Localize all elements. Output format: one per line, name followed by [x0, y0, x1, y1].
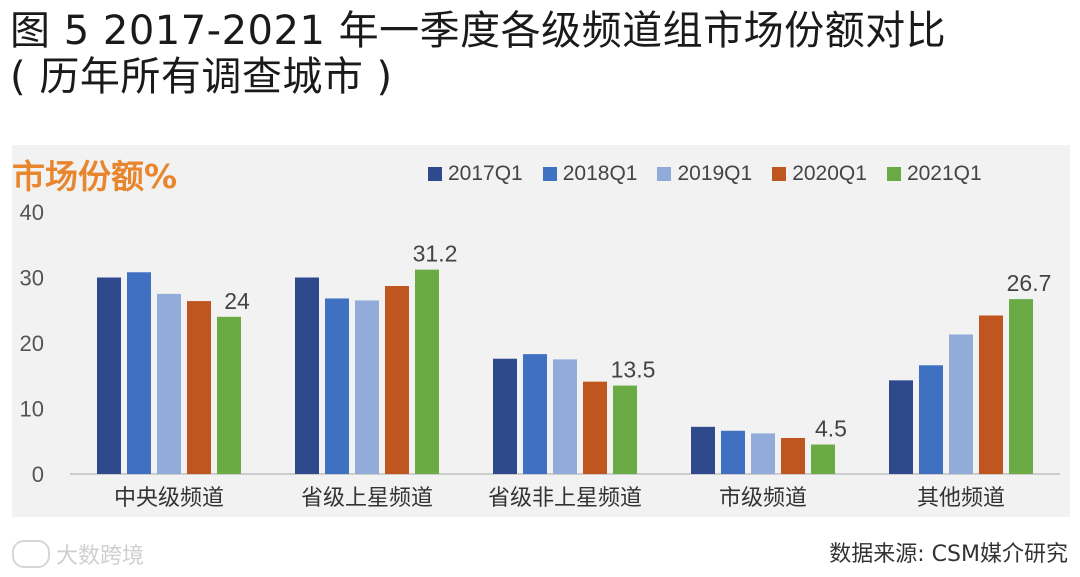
y-tick-label: 30: [20, 266, 44, 291]
y-axis-label: 市场份额%: [12, 157, 178, 196]
bar: [553, 359, 577, 474]
legend-swatch: [428, 167, 442, 181]
x-tick-label: 省级非上星频道: [488, 486, 642, 511]
legend: 2017Q1 2018Q1 2019Q1 2020Q1 2021Q1: [428, 159, 982, 189]
bar: [721, 430, 745, 474]
x-tick-label: 其他频道: [917, 486, 1005, 511]
bar: [325, 298, 349, 474]
legend-swatch: [772, 167, 787, 181]
legend-label: 2018Q1: [562, 162, 638, 185]
bar: [583, 381, 607, 474]
x-tick-label: 中央级频道: [114, 486, 224, 511]
bar: [415, 269, 439, 474]
y-tick-label: 20: [20, 331, 44, 356]
data-label: 31.2: [413, 241, 458, 267]
data-label: 4.5: [815, 416, 847, 442]
y-tick-label: 40: [20, 200, 44, 225]
y-tick-label: 0: [32, 462, 44, 487]
bar: [811, 444, 835, 474]
legend-swatch: [542, 167, 557, 181]
legend-label: 2019Q1: [677, 162, 753, 185]
legend-swatch: [657, 167, 672, 181]
legend-item: 2018Q1: [542, 162, 638, 186]
watermark-logo-icon: [12, 540, 50, 568]
bar: [217, 316, 241, 474]
legend-label: 2020Q1: [792, 162, 867, 185]
chart-title: 图 5 2017-2021 年一季度各级频道组市场份额对比 ( 历年所有调查城市…: [10, 8, 946, 100]
bar: [781, 437, 805, 474]
legend-item: 2020Q1: [772, 162, 867, 186]
chart-title-line1: 图 5 2017-2021 年一季度各级频道组市场份额对比: [10, 8, 947, 54]
legend-label: 2021Q1: [906, 162, 982, 185]
watermark: 大数跨境: [12, 538, 144, 570]
bar: [355, 300, 379, 474]
data-label: 13.5: [611, 357, 656, 383]
bar: [97, 277, 121, 474]
x-tick-label: 市级频道: [719, 486, 807, 511]
bar: [949, 334, 973, 474]
legend-item: 2017Q1: [428, 162, 523, 186]
chart-title-line2: ( 历年所有调查城市 ): [10, 54, 393, 100]
data-label: 26.7: [1007, 270, 1052, 296]
data-label: 24: [224, 288, 250, 314]
watermark-text: 大数跨境: [56, 544, 145, 569]
bar: [691, 426, 715, 474]
legend-item: 2019Q1: [657, 162, 752, 186]
x-tick-label: 省级上星频道: [301, 486, 433, 511]
bar: [613, 385, 637, 474]
bar: [157, 293, 181, 474]
bar: [523, 354, 547, 474]
bar: [751, 433, 775, 474]
bar: [889, 380, 913, 474]
bar: [187, 301, 211, 474]
bar: [127, 272, 151, 474]
bar: [919, 365, 943, 474]
bar: [979, 315, 1003, 474]
bar: [295, 277, 319, 474]
bar: [1009, 299, 1033, 474]
y-tick-label: 10: [20, 397, 44, 422]
legend-item: 2021Q1: [886, 162, 982, 186]
legend-label: 2017Q1: [448, 162, 523, 185]
bar: [385, 286, 409, 474]
bar: [493, 358, 517, 474]
legend-swatch: [886, 167, 901, 181]
source-note: 数据来源: CSM媒介研究: [829, 542, 1068, 567]
